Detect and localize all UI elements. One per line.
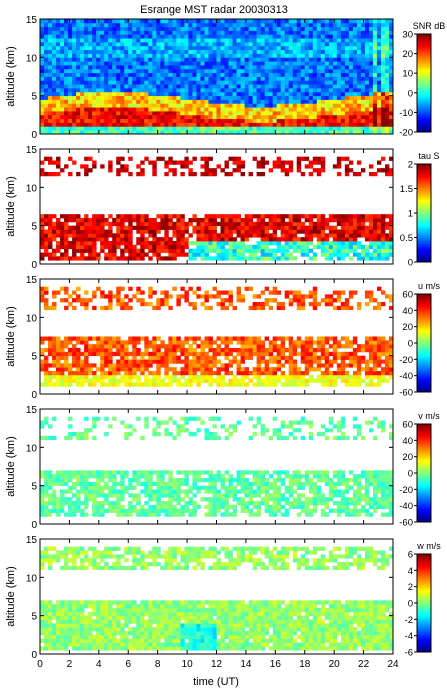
y-tick-label: 5 xyxy=(31,222,37,233)
colorbar-tick-label: -60 xyxy=(399,518,413,529)
y-axis-label: altitude (km) xyxy=(5,566,17,627)
y-tick-label: 15 xyxy=(26,535,38,546)
colorbar-tick-label: 1.5 xyxy=(400,184,413,195)
colorbar-tick-label: 60 xyxy=(402,290,413,301)
x-tick-label: 2 xyxy=(67,659,73,670)
panel-2-heatmap xyxy=(40,156,394,261)
x-tick-label: 8 xyxy=(155,659,161,670)
x-tick-label: 18 xyxy=(299,659,311,670)
colorbar-label: tau S xyxy=(418,151,439,161)
x-tick-label: 0 xyxy=(37,659,43,670)
colorbar-label: v m/s xyxy=(418,411,440,421)
colorbar-tick-label: 2 xyxy=(408,582,413,593)
colorbar-tick-label: 30 xyxy=(402,30,413,41)
y-tick-label: 15 xyxy=(26,145,38,156)
colorbar-tick-label: -40 xyxy=(399,371,413,382)
colorbar-tick-label: 0.5 xyxy=(400,233,413,244)
x-tick-label: 16 xyxy=(270,659,282,670)
panel-3: 0 5 10 15 altitude (km) u m/s -60 -40 -20 0 20 40 60 xyxy=(5,275,440,401)
colorbar-tick-label: -2 xyxy=(405,615,413,626)
x-tick-label: 24 xyxy=(387,659,399,670)
y-tick-label: 10 xyxy=(26,443,38,454)
colorbar-tick-label: -60 xyxy=(399,388,413,399)
y-tick-label: 0 xyxy=(31,130,37,141)
y-axis-label: altitude (km) xyxy=(5,176,17,237)
colorbar-label: u m/s xyxy=(418,281,441,291)
colorbar-tick-label: 60 xyxy=(402,420,413,431)
y-tick-label: 0 xyxy=(31,260,37,271)
colorbar-tick-label: 6 xyxy=(408,550,413,561)
colorbar-tick-label: 0 xyxy=(408,258,413,269)
panel-4-heatmap xyxy=(40,416,394,517)
colorbar-tick-label: 4 xyxy=(408,566,413,577)
colorbar-tick-label: 0 xyxy=(408,469,413,480)
y-axis-label: altitude (km) xyxy=(5,306,17,367)
colorbar-tick-label: 0 xyxy=(408,599,413,610)
colorbar-frame xyxy=(416,33,432,133)
colorbar-tick-label: -20 xyxy=(399,485,413,496)
panel-2: 0 5 10 15 altitude (km) tau S 0 0.5 1 1.5 2 xyxy=(5,145,440,271)
y-tick-label: 15 xyxy=(26,15,38,26)
colorbar-tick-label: 2 xyxy=(408,160,413,171)
x-tick-label: 6 xyxy=(125,659,131,670)
x-axis-label: time (UT) xyxy=(193,676,239,688)
colorbar-tick-label: 20 xyxy=(402,49,413,60)
y-tick-label: 10 xyxy=(26,183,38,194)
colorbar-label: w m/s xyxy=(416,541,441,551)
colorbar-2: tau S 0 0.5 1 1.5 2 xyxy=(400,151,440,269)
x-tick-label: 4 xyxy=(96,659,102,670)
colorbar-tick-label: -10 xyxy=(399,108,413,119)
panel-1: 0 5 10 15 altitude (km) SNR dB -20 -10 0 10 20 30 xyxy=(5,15,445,141)
colorbar-3: u m/s -60 -40 -20 0 20 40 60 xyxy=(399,281,440,399)
y-axis-label: altitude (km) xyxy=(5,436,17,497)
y-tick-label: 0 xyxy=(31,520,37,531)
y-tick-label: 15 xyxy=(26,275,38,286)
y-tick-label: 10 xyxy=(26,53,38,64)
colorbar-tick-label: 40 xyxy=(402,436,413,447)
x-tick-label: 10 xyxy=(182,659,194,670)
y-tick-label: 5 xyxy=(31,352,37,363)
y-tick-label: 15 xyxy=(26,405,38,416)
colorbar-label: SNR dB xyxy=(413,21,446,31)
colorbar-tick-label: 0 xyxy=(408,88,413,99)
colorbar-tick-label: -20 xyxy=(399,128,413,139)
x-tick-label: 12 xyxy=(211,659,223,670)
colorbar-4: v m/s -60 -40 -20 0 20 40 60 xyxy=(399,411,440,529)
figure-title: Esrange MST radar 20030313 xyxy=(140,4,288,16)
colorbar-tick-label: 0 xyxy=(408,339,413,350)
y-tick-label: 0 xyxy=(31,390,37,401)
colorbar-tick-label: 20 xyxy=(402,452,413,463)
y-tick-label: 10 xyxy=(26,313,38,324)
x-tick-label: 20 xyxy=(329,659,341,670)
colorbar-1: SNR dB -20 -10 0 10 20 30 xyxy=(399,21,445,139)
colorbar-tick-label: -6 xyxy=(405,648,413,659)
x-tick-label: 14 xyxy=(240,659,252,670)
x-tick-label: 22 xyxy=(358,659,370,670)
colorbar-tick-label: -40 xyxy=(399,501,413,512)
colorbar-tick-label: -20 xyxy=(399,355,413,366)
y-tick-label: 10 xyxy=(26,573,38,584)
panel-1-heatmap xyxy=(40,19,394,135)
panel-3-heatmap xyxy=(40,286,394,387)
colorbar-tick-label: 40 xyxy=(402,306,413,317)
colorbar-tick-label: 1 xyxy=(408,209,413,220)
colorbar-tick-label: 10 xyxy=(402,69,413,80)
colorbar-tick-label: -4 xyxy=(405,631,413,642)
panel-5-heatmap xyxy=(40,546,394,651)
y-tick-label: 5 xyxy=(31,612,37,623)
y-tick-label: 5 xyxy=(31,92,37,103)
colorbar-tick-label: 20 xyxy=(402,322,413,333)
panel-4: 0 5 10 15 altitude (km) v m/s -60 -40 -20 0 20 40 60 xyxy=(5,405,440,531)
y-tick-label: 0 xyxy=(31,650,37,661)
colorbar-5: w m/s -6 -4 -2 0 2 4 6 xyxy=(405,541,442,659)
y-axis-label: altitude (km) xyxy=(5,46,17,107)
y-tick-label: 5 xyxy=(31,482,37,493)
